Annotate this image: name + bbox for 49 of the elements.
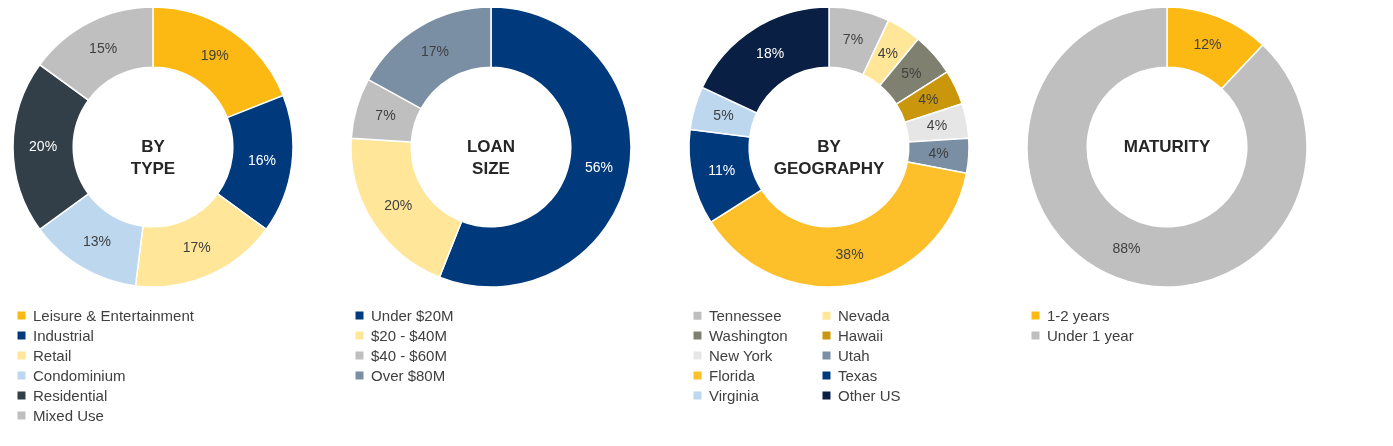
- legend-label: Utah: [838, 346, 870, 364]
- legend-label: Over $80M: [371, 366, 446, 384]
- legend-label: Residential: [33, 386, 108, 404]
- data-label: 17%: [421, 43, 450, 60]
- data-label: 17%: [182, 238, 211, 255]
- text: BY GEOGRAPHY: [773, 137, 885, 178]
- legend-label: Texas: [838, 366, 878, 384]
- legend-label: Florida: [709, 366, 756, 384]
- data-label: 56%: [584, 158, 613, 175]
- data-label: 88%: [1112, 240, 1141, 257]
- data-label: 15%: [89, 40, 118, 57]
- legend-label: $20 - $40M: [371, 326, 447, 344]
- legend-label: Industrial: [33, 326, 94, 344]
- data-label: 12%: [1193, 35, 1222, 52]
- legend-label: 1-2 years: [1047, 306, 1110, 324]
- data-label: 18%: [756, 45, 785, 62]
- data-label: 4%: [926, 117, 948, 134]
- data-label: 5%: [713, 107, 734, 124]
- data-label: 5%: [901, 65, 922, 82]
- data-label: 38%: [835, 245, 864, 262]
- data-label: 7%: [375, 107, 396, 124]
- data-label: 19%: [200, 47, 229, 64]
- text: BY TYPE: [130, 137, 176, 178]
- data-label: 4%: [928, 144, 949, 161]
- text: MATURITY: [1123, 137, 1211, 156]
- data-label: 13%: [83, 232, 112, 249]
- data-label: 4%: [877, 45, 898, 62]
- data-label: 4%: [918, 91, 939, 108]
- legend-label: Condominium: [33, 366, 126, 384]
- legend-label: Other US: [838, 386, 901, 404]
- legend-label: Nevada: [838, 306, 891, 324]
- data-label: 16%: [248, 151, 277, 168]
- text: LOAN SIZE: [466, 137, 516, 178]
- legend-label: Mixed Use: [33, 406, 104, 424]
- legend-label: Tennessee: [709, 306, 782, 324]
- legend-label: Under $20M: [371, 306, 454, 324]
- data-label: 20%: [29, 138, 58, 154]
- legend-label: Under 1 year: [1047, 326, 1134, 344]
- legend-label: Leisure & Entertainment: [33, 306, 195, 324]
- data-label: 20%: [384, 196, 413, 213]
- legend-label: New York: [709, 346, 773, 364]
- legend-label: $40 - $60M: [371, 346, 447, 364]
- legend-label: Hawaii: [838, 326, 884, 344]
- legend-label: Retail: [33, 346, 72, 364]
- legend-label: Virginia: [709, 386, 760, 404]
- donut-slice: [1026, 6, 1308, 288]
- legend-label: Washington: [709, 326, 788, 344]
- data-label: 7%: [842, 30, 864, 47]
- data-label: 11%: [708, 161, 736, 178]
